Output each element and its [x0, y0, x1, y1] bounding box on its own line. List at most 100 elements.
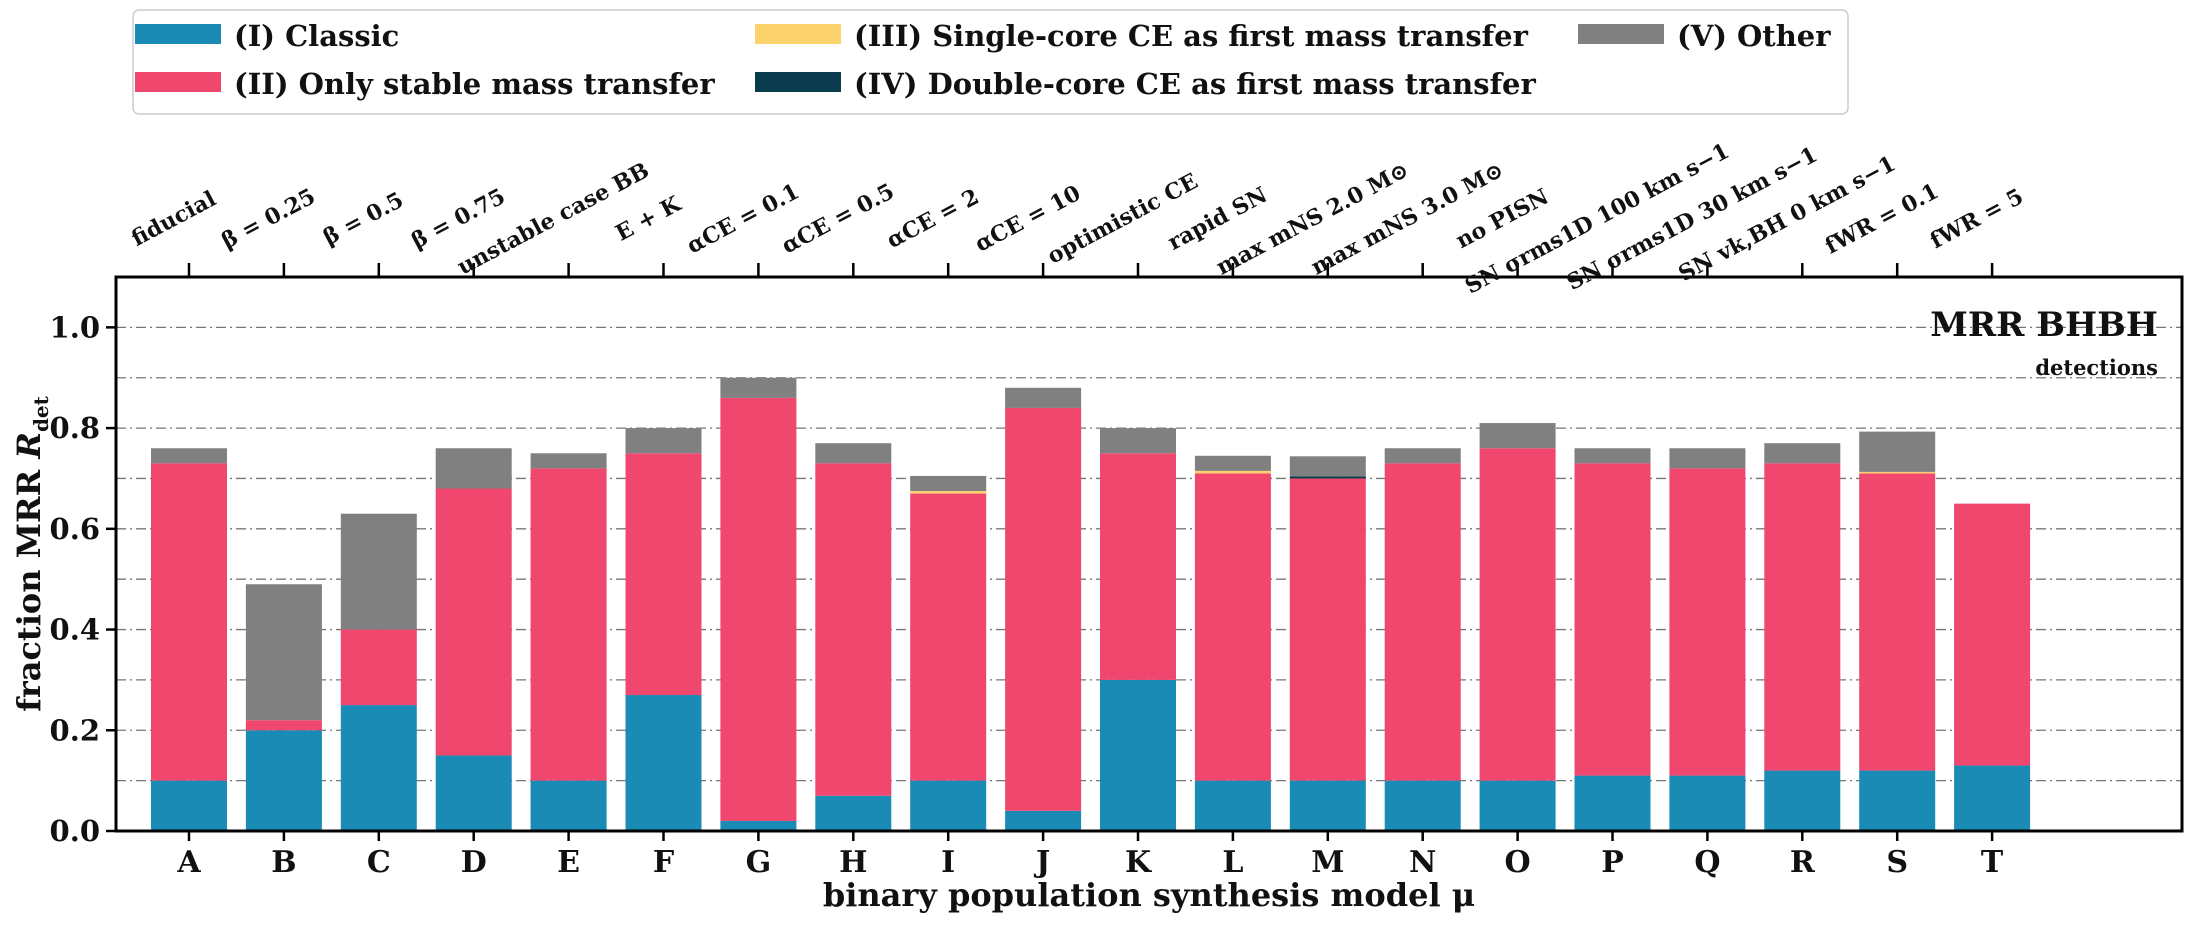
y-tick-label: 0.4: [50, 613, 100, 647]
legend-entry-single-core: (III) Single-core CE as first mass trans…: [755, 19, 1529, 53]
legend-frame: [132, 9, 1849, 115]
bar-segment-A-s1: [151, 463, 227, 781]
bar-segment-P-s0: [1574, 775, 1651, 831]
bar-segment-G-s4: [720, 377, 797, 398]
bar-segment-K-s0: [1100, 679, 1176, 831]
bar-segment-E-s1: [530, 468, 607, 781]
y-tick-label: 0.0: [50, 814, 100, 848]
bar-segment-N-s4: [1384, 448, 1461, 464]
bar-segment-O-s1: [1479, 448, 1556, 781]
bar-segment-S-s1: [1859, 473, 1936, 771]
bar-segment-L-s4: [1194, 455, 1271, 471]
bar-segment-D-s0: [435, 755, 512, 831]
bar-segment-Q-s0: [1669, 775, 1746, 831]
bar-segment-J-s0: [1005, 810, 1082, 831]
legend-label-other: (V) Other: [1677, 19, 1831, 53]
bar-segment-I-s2: [910, 491, 987, 494]
bar-segment-I-s0: [910, 780, 987, 831]
bar-segment-T-s1: [1954, 503, 2031, 766]
y-axis-title-symbol: R: [10, 432, 48, 460]
top-tick-label-A: fiducial: [127, 186, 220, 252]
legend-swatch-single-core: [755, 24, 841, 44]
bar-segment-N-s0: [1384, 780, 1461, 831]
y-axis-title-main: fraction MRR: [10, 459, 48, 712]
x-tick-label-H: H: [839, 845, 867, 880]
bar-segment-D-s1: [435, 488, 512, 756]
bar-segment-E-s0: [530, 780, 607, 831]
bar-segment-B-s0: [245, 730, 322, 831]
x-tick-label-S: S: [1886, 845, 1908, 880]
bar-segment-N-s1: [1384, 463, 1461, 781]
y-tick-label: 0.2: [50, 713, 100, 747]
bar-segment-M-s0: [1289, 780, 1366, 831]
bar-segment-J-s1: [1005, 407, 1082, 811]
bar-segment-A-s4: [151, 448, 227, 464]
y-tick-label: 1.0: [50, 310, 100, 344]
bar-segment-J-s4: [1005, 387, 1082, 408]
legend-swatch-other: [1578, 24, 1664, 44]
bar-segment-P-s1: [1574, 463, 1651, 776]
bar-segment-L-s0: [1194, 780, 1271, 831]
x-tick-label-O: O: [1505, 845, 1531, 880]
y-tick-label: 0.8: [50, 411, 100, 445]
x-tick-label-M: M: [1311, 845, 1344, 880]
bar-segment-R-s4: [1764, 443, 1841, 464]
legend-label-double-core: (IV) Double-core CE as first mass transf…: [854, 67, 1536, 101]
y-tick-label: 0.6: [50, 512, 100, 546]
legend-label-stable: (II) Only stable mass transfer: [234, 67, 715, 101]
annotation-subtitle: detections: [2035, 355, 2158, 380]
bar-segment-C-s1: [340, 629, 417, 706]
bar-segment-A-s0: [151, 780, 227, 831]
bar-segment-K-s1: [1100, 453, 1176, 680]
bar-segment-Q-s4: [1669, 448, 1746, 469]
plot-frame: [114, 275, 2184, 833]
bar-segment-G-s1: [720, 397, 797, 821]
x-axis-title: binary population synthesis model μ: [823, 876, 1475, 914]
bar-segment-H-s4: [815, 443, 892, 464]
legend-label-classic: (I) Classic: [234, 19, 399, 53]
bar-segment-M-s1: [1289, 478, 1366, 781]
x-tick-label-C: C: [367, 845, 391, 880]
legend-label-single-core: (III) Single-core CE as first mass trans…: [854, 19, 1529, 53]
bar-segment-S-s4: [1859, 431, 1936, 472]
x-tick-label-F: F: [653, 845, 674, 880]
legend-swatch-double-core: [755, 72, 841, 92]
bar-segment-O-s0: [1479, 780, 1556, 831]
legend-swatch-classic: [135, 24, 221, 44]
bar-segment-D-s4: [435, 448, 512, 489]
legend-entry-classic: (I) Classic: [135, 19, 399, 53]
bar-segment-H-s1: [815, 463, 892, 796]
x-tick-label-D: D: [461, 845, 487, 880]
legend: (I) Classic (II) Only stable mass transf…: [132, 9, 1849, 115]
bar-segment-R-s1: [1764, 463, 1841, 771]
bar-segment-S-s2: [1859, 471, 1936, 474]
bar-segment-F-s4: [625, 428, 702, 454]
bar-segment-M-s4: [1289, 456, 1366, 477]
bar-segment-B-s4: [245, 584, 322, 721]
bar-segment-T-s0: [1954, 765, 2031, 831]
y-axis: 0.0 0.2 0.4 0.6 0.8 1.0: [50, 310, 116, 848]
bar-segment-L-s2: [1194, 470, 1271, 474]
x-axis: A B C D E F G H I J K L M N O P Q R S T: [176, 831, 2004, 880]
legend-entry-stable: (II) Only stable mass transfer: [135, 67, 715, 101]
x-tick-label-K: K: [1125, 845, 1152, 880]
bar-segment-P-s4: [1574, 448, 1651, 464]
top-tick-label-T: fWR = 5: [1926, 184, 2028, 255]
x-tick-label-R: R: [1790, 845, 1816, 880]
x-tick-label-Q: Q: [1694, 845, 1720, 880]
legend-entry-other: (V) Other: [1578, 19, 1831, 53]
x-tick-label-J: J: [1033, 845, 1050, 880]
bar-segment-C-s4: [340, 513, 417, 630]
x-tick-label-B: B: [271, 845, 296, 880]
bar-segment-M-s3: [1289, 476, 1366, 479]
x-tick-label-I: I: [941, 845, 955, 880]
top-tick-label-B: β = 0.25: [218, 183, 320, 254]
bar-segment-C-s0: [340, 705, 417, 831]
bar-segment-F-s0: [625, 695, 702, 831]
bar-segment-I-s1: [910, 493, 987, 781]
legend-swatch-stable: [135, 72, 221, 92]
x-tick-label-G: G: [746, 845, 772, 880]
legend-entry-double-core: (IV) Double-core CE as first mass transf…: [755, 67, 1536, 101]
top-tick-label-I: αCE = 2: [883, 184, 984, 254]
